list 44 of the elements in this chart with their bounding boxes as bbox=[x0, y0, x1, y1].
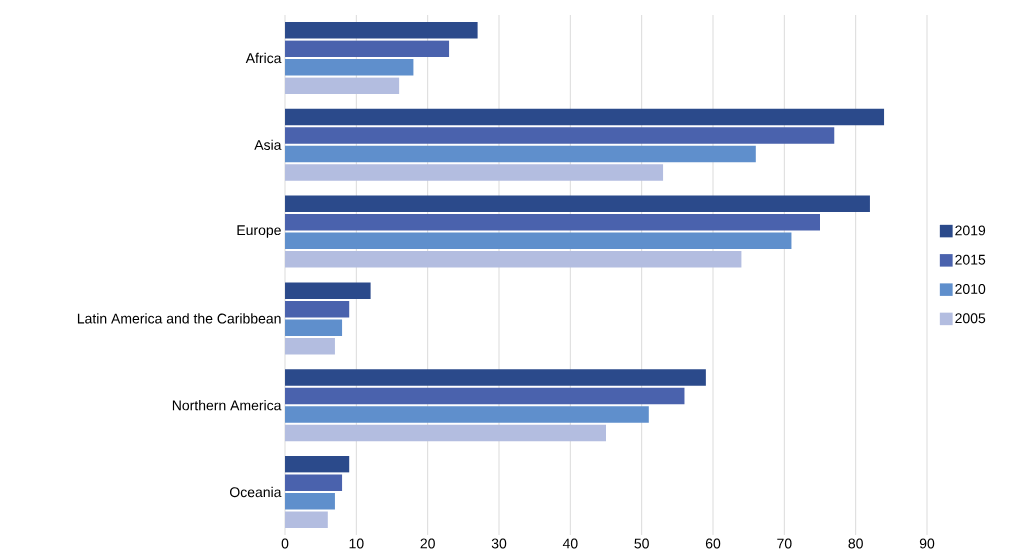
bar bbox=[285, 369, 706, 386]
x-tick-label: 20 bbox=[420, 538, 435, 549]
bar bbox=[285, 455, 350, 473]
legend-label: 2015 bbox=[955, 254, 986, 265]
bar bbox=[285, 511, 328, 528]
x-tick-label: 10 bbox=[349, 538, 364, 549]
bar bbox=[285, 22, 478, 39]
bar bbox=[285, 40, 450, 57]
x-tick-label: 30 bbox=[491, 538, 507, 549]
x-tick-label: 60 bbox=[705, 538, 721, 549]
bar bbox=[285, 474, 343, 491]
y-tick-label: Northern America bbox=[172, 400, 282, 411]
bar bbox=[285, 319, 343, 336]
bar bbox=[285, 282, 371, 299]
bar bbox=[285, 424, 606, 442]
bar bbox=[285, 59, 414, 76]
bar bbox=[285, 251, 742, 268]
bar bbox=[285, 214, 820, 231]
bar bbox=[285, 387, 685, 405]
bar bbox=[285, 232, 792, 250]
bar bbox=[285, 164, 664, 181]
bar bbox=[285, 300, 350, 318]
y-tick-label: Latin America and the Caribbean bbox=[77, 313, 281, 324]
bar bbox=[285, 195, 870, 213]
x-tick-label: 0 bbox=[281, 538, 289, 549]
bar bbox=[285, 127, 835, 144]
bar bbox=[285, 108, 885, 126]
legend-label: 2019 bbox=[955, 225, 986, 236]
x-tick-label: 80 bbox=[848, 538, 863, 549]
bar bbox=[285, 406, 649, 423]
bar bbox=[285, 492, 335, 510]
x-tick-label: 40 bbox=[562, 538, 578, 549]
legend-label: 2010 bbox=[955, 283, 986, 294]
bar bbox=[285, 337, 335, 355]
y-tick-label: Asia bbox=[254, 139, 282, 150]
bar bbox=[285, 145, 756, 163]
y-tick-label: Africa bbox=[245, 52, 282, 64]
x-tick-label: 90 bbox=[919, 538, 935, 549]
bar bbox=[285, 77, 400, 94]
y-tick-label: Europe bbox=[237, 225, 281, 238]
legend-label: 2005 bbox=[955, 313, 986, 324]
x-tick-label: 50 bbox=[634, 538, 649, 549]
x-tick-label: 70 bbox=[777, 538, 792, 549]
y-tick-label: Oceania bbox=[229, 486, 282, 498]
